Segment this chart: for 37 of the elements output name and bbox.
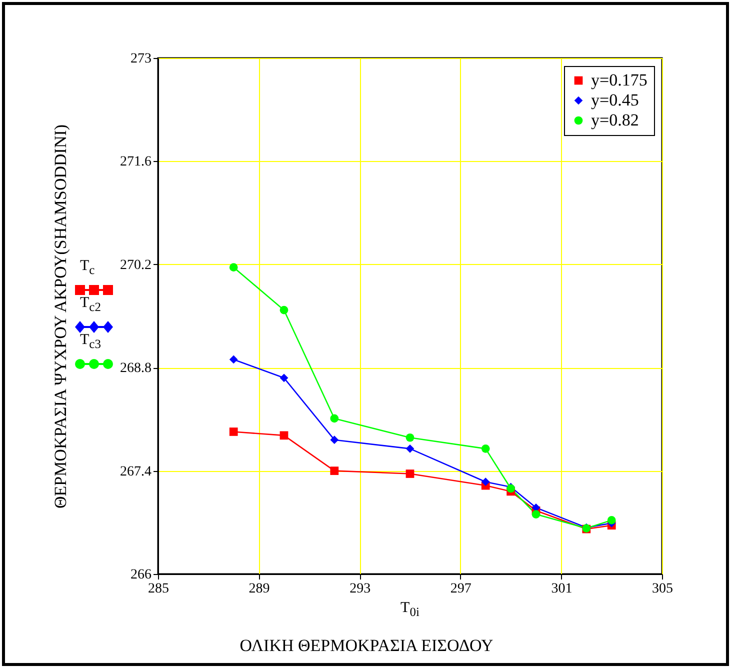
x-axis-title: T$_{0i}$ [400, 600, 420, 620]
x-tick-label: 305 [652, 582, 673, 596]
point [481, 478, 490, 486]
x-tick-label: 293 [350, 582, 371, 596]
y-tick-label: 266 [130, 568, 152, 582]
x-tick-label: 289 [248, 582, 270, 596]
point [607, 516, 616, 524]
y-tick-label: 268.8 [120, 361, 152, 376]
text: ΟΛΙΚΗ ΘΕΡΜΟΚΡΑΣΙΑ ΕΙΣΟΔΟΥ [238, 636, 494, 656]
y-axis-title: ΘΕΡΜΟΚΡΑΣΙΑ ΨΥΧΡΟΥ ΑΚΡΟΥ(SHAMSODDINI) [51, 124, 70, 509]
point [406, 444, 414, 453]
text: T$_{c2}$ [80, 295, 101, 315]
text: T$_{c}$ [80, 258, 95, 278]
legend-label: y=0.82 [591, 110, 639, 130]
point [229, 428, 238, 436]
point [330, 466, 339, 475]
legend-label: y=0.175 [591, 70, 648, 90]
y-tick-label: 273 [130, 52, 152, 66]
point [280, 431, 288, 440]
text: T$_{c3}$ [80, 332, 101, 352]
point [330, 414, 339, 423]
x-tick-label: 301 [551, 582, 572, 596]
x-tick-label: 297 [450, 582, 472, 596]
point [280, 306, 288, 314]
point [229, 355, 238, 364]
point [330, 436, 339, 444]
point [406, 470, 414, 478]
point [481, 444, 490, 453]
point [280, 374, 288, 382]
y-tick-label: 270.2 [120, 258, 152, 273]
legend-label: y=0.45 [591, 90, 639, 110]
x-tick-label: 285 [148, 582, 169, 596]
y-tick-label: 267.4 [120, 464, 152, 480]
point [229, 263, 238, 272]
point [532, 510, 540, 518]
y-tick-label: 271.6 [120, 154, 152, 170]
point [406, 433, 414, 442]
